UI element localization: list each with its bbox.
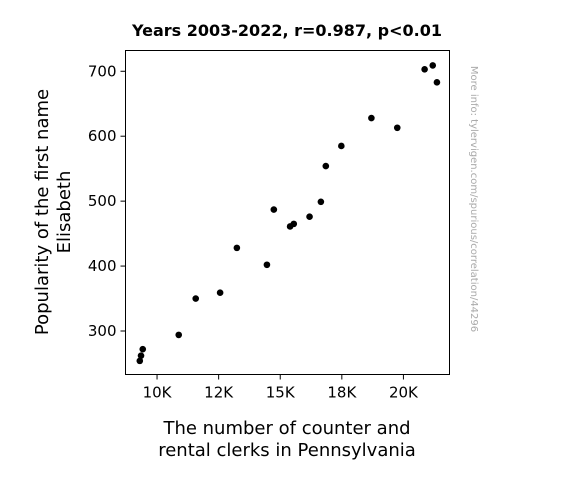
data-point — [139, 345, 147, 353]
data-point — [317, 198, 325, 206]
data-point — [192, 295, 200, 302]
data-point — [270, 206, 278, 213]
data-point — [368, 114, 375, 122]
data-point — [322, 162, 330, 170]
x-tick-label: 12K — [204, 384, 234, 402]
data-point — [216, 289, 224, 296]
plot-frame — [125, 50, 450, 375]
data-points — [136, 62, 441, 365]
y-axis-label-line: Popularity of the first name — [32, 89, 53, 335]
watermark-text: More info: tylervigen.com/spurious/corre… — [468, 66, 479, 332]
data-point — [290, 220, 298, 228]
data-point — [338, 142, 345, 150]
axis-ticks: 10K 12K 15K 18K 20K 300 400 500 600 700 — [88, 62, 419, 401]
x-tick-label: 18K — [327, 384, 357, 402]
data-point — [421, 66, 428, 73]
y-axis-label-line: Elisabeth — [54, 171, 75, 254]
y-tick-label: 300 — [88, 322, 117, 340]
x-axis-label-line: rental clerks in Pennsylvania — [158, 440, 416, 461]
data-point — [136, 357, 144, 365]
data-point — [233, 244, 241, 252]
data-point — [175, 331, 183, 339]
y-tick-label: 400 — [88, 257, 117, 275]
x-axis-label-line: The number of counter and — [162, 418, 410, 439]
x-tick-label: 20K — [389, 384, 419, 402]
chart-title: Years 2003-2022, r=0.987, p<0.01 — [131, 21, 442, 40]
data-point — [263, 261, 271, 269]
data-point — [393, 124, 401, 132]
y-tick-label: 500 — [88, 192, 117, 210]
data-point — [306, 213, 313, 221]
y-tick-label: 700 — [88, 62, 117, 80]
data-point — [137, 352, 145, 359]
y-axis-label: Popularity of the first name Elisabeth — [32, 89, 75, 335]
data-point — [433, 79, 441, 86]
x-tick-label: 15K — [266, 384, 296, 402]
data-point — [429, 62, 437, 69]
x-tick-label: 10K — [143, 384, 173, 402]
y-tick-label: 600 — [88, 127, 117, 145]
